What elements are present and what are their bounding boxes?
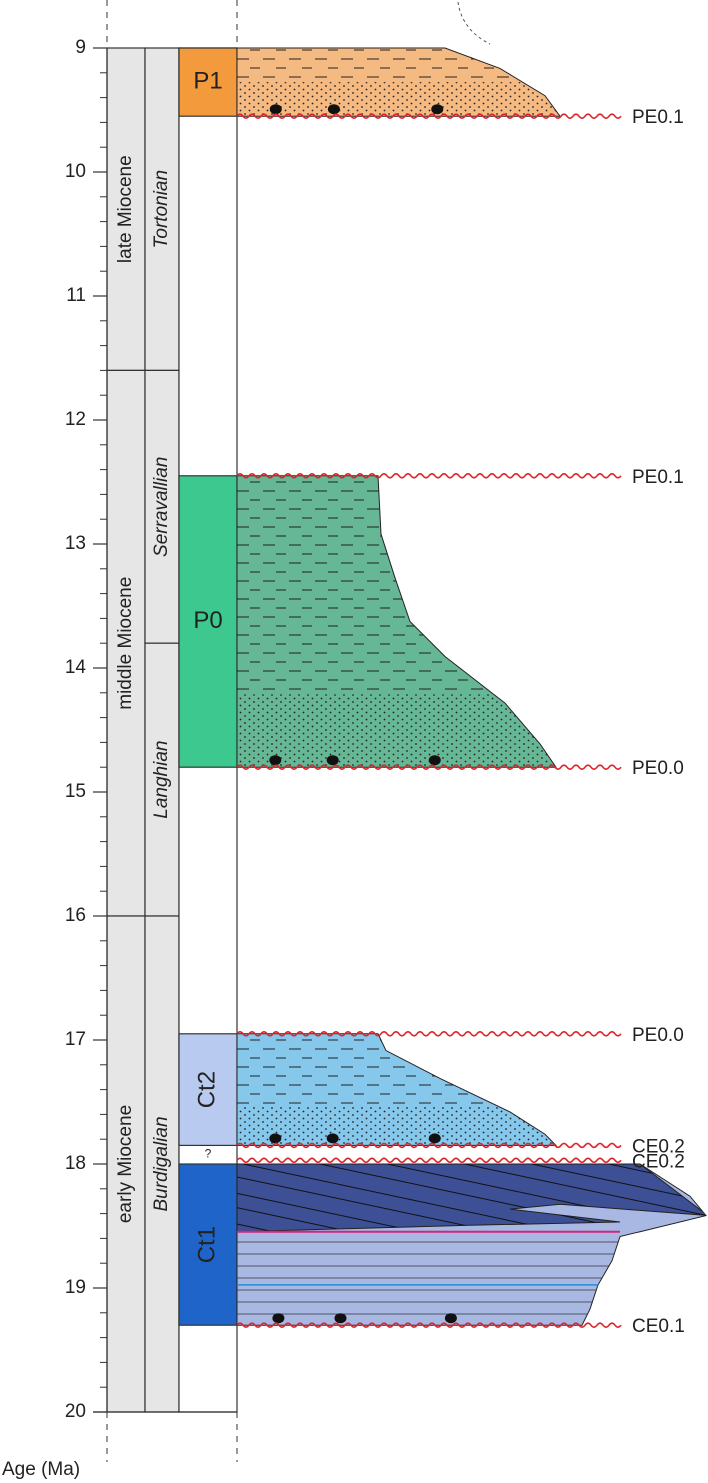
- unconformity-line: [236, 1157, 622, 1164]
- unconformity-line: [236, 764, 622, 770]
- sand-pattern: [237, 694, 556, 768]
- stage-label: Langhian: [151, 740, 172, 818]
- epoch-box: [106, 369, 146, 917]
- y-tick-label: 20: [65, 1401, 86, 1422]
- sand-pattern: [237, 1106, 556, 1146]
- lithology-pattern: [237, 1033, 556, 1146]
- cross-beds: [237, 1164, 706, 1232]
- pebble: [269, 755, 282, 766]
- y-tick-label: 12: [65, 409, 86, 430]
- unit-box: [178, 47, 238, 117]
- y-tick-label: 16: [65, 905, 86, 926]
- pebble: [428, 1133, 441, 1144]
- mud-pattern: [237, 475, 556, 695]
- y-tick-label: 13: [65, 533, 86, 554]
- unit-label: Ct2: [193, 1071, 220, 1108]
- unconformity-line: [236, 473, 622, 479]
- epoch-label: late Miocene: [115, 155, 136, 263]
- mud-pattern: [237, 48, 560, 83]
- axis-title: Age (Ma): [2, 1459, 80, 1480]
- unconformity-label: CE0.1: [632, 1316, 685, 1337]
- pebble: [431, 104, 444, 115]
- unconformity-label: PE0.1: [632, 107, 684, 128]
- y-tick-label: 15: [65, 781, 86, 802]
- pebble: [444, 1313, 457, 1324]
- epoch-box: [106, 47, 146, 371]
- y-tick-label: 10: [65, 161, 86, 182]
- unconformity-label: PE0.0: [632, 758, 684, 779]
- unconformity-line: [236, 113, 622, 119]
- lithology-pattern: [237, 1164, 706, 1326]
- stage-label: Serravallian: [151, 457, 172, 557]
- pebble: [272, 1313, 285, 1324]
- pebble: [269, 104, 282, 115]
- lithology-pattern: [237, 48, 560, 117]
- pebble: [334, 1313, 347, 1324]
- y-tick-label: 17: [65, 1029, 86, 1050]
- unconformity-line: [236, 1322, 622, 1328]
- dashed-trace: [457, 1, 491, 45]
- pebble: [327, 104, 340, 115]
- y-tick-label: 11: [66, 285, 86, 306]
- pebble: [428, 755, 441, 766]
- unconformity-label: CE0.2: [632, 1151, 685, 1172]
- stage-label: Tortonian: [151, 170, 172, 249]
- laminae: [237, 1236, 706, 1326]
- epoch-box: [106, 915, 146, 1413]
- unit-box: [178, 1163, 238, 1326]
- epoch-label: early Miocene: [115, 1105, 136, 1223]
- y-tick-label: 19: [65, 1277, 86, 1298]
- pebble: [269, 1133, 282, 1144]
- y-tick-label: 18: [65, 1153, 86, 1174]
- pebble: [326, 755, 339, 766]
- unconformity-label: PE0.1: [632, 467, 684, 488]
- unconformity-line: [236, 1142, 622, 1149]
- pebble: [326, 1133, 339, 1144]
- unit-box: [178, 475, 238, 768]
- uncertain-mark: ?: [205, 1146, 212, 1160]
- unit-label: P0: [193, 607, 222, 634]
- stage-box: [144, 642, 180, 917]
- unit-label: Ct1: [193, 1226, 220, 1263]
- y-tick-label: 14: [65, 657, 87, 678]
- epoch-label: middle Miocene: [115, 577, 136, 710]
- y-tick-label: 9: [75, 37, 86, 58]
- unit-label: P1: [193, 67, 222, 94]
- lithology-pattern: [237, 475, 556, 768]
- sand-pattern: [237, 82, 560, 117]
- unconformity-line: [236, 1031, 622, 1037]
- unconformity-label: PE0.0: [632, 1025, 684, 1046]
- stage-label: Burdigalian: [151, 1116, 172, 1211]
- unconformity-label: CE0.2: [632, 1136, 685, 1157]
